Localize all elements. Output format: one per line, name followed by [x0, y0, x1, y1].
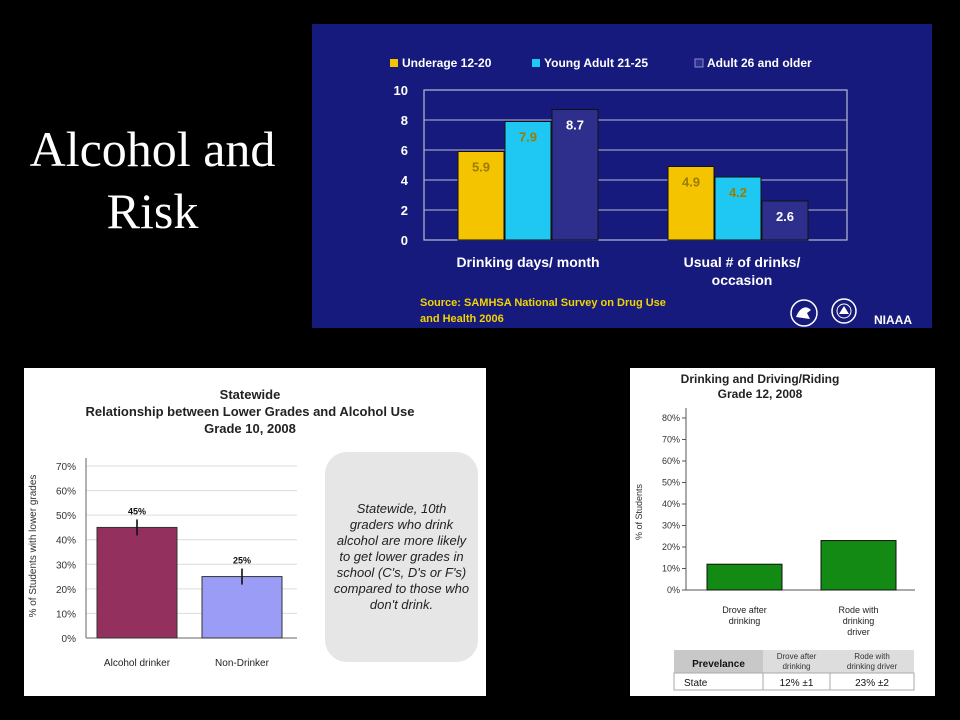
driving-bars [706, 540, 897, 591]
table-header-label: drinking driver [847, 662, 898, 671]
x-category-label: drinking [729, 616, 761, 626]
y-tick-label: 0 [401, 233, 408, 248]
legend-swatch [532, 59, 540, 67]
samhsa-chart-panel: Underage 12-20 Young Adult 21-25 Adult 26 … [312, 24, 932, 328]
driving-chart-title: Drinking and Driving/Riding [681, 372, 840, 386]
legend-label: Underage 12-20 [402, 56, 492, 70]
bar [96, 526, 178, 639]
x-category-label: occasion [712, 272, 773, 288]
grades-text: 0% 10% 20% 30% 40% 50% 60% 70% 45% Alcohol drinke… [56, 462, 270, 669]
table-header-cell [763, 650, 914, 673]
y-tick-label: 0% [62, 634, 77, 645]
y-tick-label: 0% [667, 585, 680, 595]
y-tick-label: 4 [401, 173, 409, 188]
slide-title-line-1: Alcohol and [29, 121, 276, 177]
y-tick-label: 40% [662, 499, 680, 509]
bar [820, 540, 897, 591]
table-cell: State [684, 678, 708, 689]
bar-value-label: 8.7 [566, 118, 584, 133]
table-header-cell [674, 650, 763, 673]
bar [201, 576, 283, 639]
grades-y-axis-label: % of Students with lower grades [28, 475, 39, 618]
y-tick-label: 20% [56, 585, 76, 596]
grades-chart-title: Statewide [220, 387, 281, 402]
driving-chart-panel: Drinking and Driving/Riding Grade 12, 20… [630, 368, 935, 696]
source-line-1: Source: SAMHSA National Survey on Drug U… [420, 297, 666, 309]
driving-y-axis-label: % of Students [634, 483, 644, 540]
bar-value-label: 25% [233, 556, 251, 566]
x-category-label: Drove after [722, 605, 767, 615]
slide-title-line-2: Risk [106, 183, 199, 239]
legend-label: Adult 26 and older [707, 56, 812, 70]
legend-swatch [390, 59, 398, 67]
samhsa-bars [457, 109, 809, 241]
y-tick-label: 50% [56, 511, 76, 522]
bar-value-label: 2.6 [776, 209, 794, 224]
table-header-label: Drove after [777, 652, 817, 661]
y-tick-label: 20% [662, 542, 680, 552]
y-tick-label: 50% [662, 478, 680, 488]
table-header-label: drinking [782, 662, 810, 671]
y-tick-label: 10 [394, 83, 408, 98]
y-tick-label: 70% [56, 462, 76, 473]
niaaa-logo: NIAAA [874, 313, 912, 327]
y-tick-label: 70% [662, 435, 680, 445]
slide-title: Alcohol and Risk [0, 118, 305, 242]
samhsa-bar-chart: Underage 12-20 Young Adult 21-25 Adult 26 … [390, 56, 912, 327]
bar [761, 200, 809, 241]
grades-chart-subtitle-1: Relationship between Lower Grades and Al… [86, 404, 415, 419]
bar [706, 563, 783, 591]
table-header-label: Rode with [854, 652, 890, 661]
y-tick-label: 60% [662, 456, 680, 466]
driving-text: 0%10%20%30%40%50%60%70%80%Drove afterdri… [662, 413, 879, 637]
y-tick-label: 60% [56, 487, 76, 498]
bar-value-label: 45% [128, 506, 146, 516]
y-tick-label: 6 [401, 143, 408, 158]
hhs-eagle-icon [790, 299, 818, 327]
table-row [673, 672, 915, 691]
legend-swatch [694, 58, 704, 68]
x-category-label: Usual # of drinks/ [684, 254, 801, 270]
x-category-label: Rode with [838, 605, 878, 615]
grades-chart-panel: Statewide Relationship between Lower Gra… [24, 368, 486, 696]
table-cell: 23% ±2 [855, 678, 889, 689]
bar [457, 151, 505, 241]
y-tick-label: 30% [56, 560, 76, 571]
samhsa-text: 0 2 4 6 8 10 5.9 7.9 8.7 4.9 4.2 2.6 Drinking days/ … [394, 83, 801, 288]
y-tick-label: 30% [662, 521, 680, 531]
x-category-label: Drinking days/ month [456, 254, 599, 270]
y-tick-label: 10% [662, 564, 680, 574]
samhsa-legend: Underage 12-20 Young Adult 21-25 Adult 26 … [390, 56, 812, 70]
x-category-label: driver [847, 627, 870, 637]
x-category-label: Non-Drinker [215, 658, 270, 669]
bar [504, 121, 552, 241]
x-category-label: Alcohol drinker [104, 658, 171, 669]
driving-chart-subtitle: Grade 12, 2008 [718, 387, 803, 401]
y-tick-label: 10% [56, 609, 76, 620]
bar-value-label: 4.2 [729, 185, 747, 200]
plot-frame [423, 89, 848, 241]
y-tick-label: 40% [56, 536, 76, 547]
bar [714, 176, 762, 241]
y-tick-label: 80% [662, 413, 680, 423]
x-category-label: drinking [843, 616, 875, 626]
y-tick-label: 8 [401, 113, 408, 128]
legend-label: Young Adult 21-25 [544, 56, 648, 70]
table-cell: 12% ±1 [780, 678, 814, 689]
bar-value-label: 7.9 [519, 130, 537, 145]
bar-value-label: 4.9 [682, 175, 700, 190]
grades-callout: Statewide, 10th graders who drink alcoho… [325, 452, 478, 662]
y-tick-label: 2 [401, 203, 408, 218]
bar [551, 109, 599, 241]
driving-bar-chart: Drinking and Driving/Riding Grade 12, 20… [634, 372, 915, 691]
grades-bars [96, 519, 283, 639]
bar [667, 166, 715, 241]
table-header-label: Prevelance [692, 659, 745, 670]
nih-emblem-icon [831, 298, 857, 324]
grades-bar-chart: Statewide Relationship between Lower Gra… [28, 387, 415, 669]
bar-value-label: 5.9 [472, 160, 490, 175]
source-line-2: and Health 2006 [420, 313, 504, 325]
grades-chart-subtitle-2: Grade 10, 2008 [204, 421, 296, 436]
